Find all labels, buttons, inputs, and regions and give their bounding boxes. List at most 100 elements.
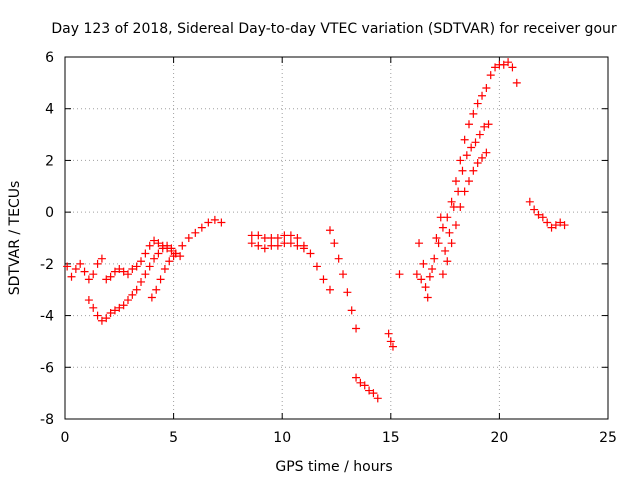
series-arc12 <box>525 197 569 232</box>
data-point <box>204 218 213 227</box>
data-point <box>119 301 128 310</box>
x-axis-label: GPS time / hours <box>275 459 392 475</box>
x-tick-label: 10 <box>273 430 291 446</box>
data-point <box>260 244 269 253</box>
data-point <box>415 239 424 248</box>
series-arc10 <box>415 120 493 302</box>
data-point <box>137 277 146 286</box>
data-point <box>469 109 478 118</box>
data-point <box>63 262 72 271</box>
series-arc8 <box>384 270 404 351</box>
data-point <box>395 270 404 279</box>
data-point <box>84 296 93 305</box>
data-point <box>352 324 361 333</box>
data-point <box>84 275 93 284</box>
data-point <box>419 259 428 268</box>
data-point <box>93 259 102 268</box>
data-point <box>110 306 119 315</box>
data-point <box>167 244 176 253</box>
data-point <box>412 270 421 279</box>
data-point <box>486 71 495 80</box>
data-point <box>356 378 365 387</box>
data-point <box>388 342 397 351</box>
series-arc1 <box>63 215 226 284</box>
data-point <box>438 223 447 232</box>
data-point <box>373 394 382 403</box>
data-point <box>97 316 106 325</box>
series-arc6 <box>325 226 361 333</box>
data-point <box>163 241 172 250</box>
data-point <box>343 288 352 297</box>
series-arc11 <box>438 148 491 279</box>
data-point <box>478 91 487 100</box>
data-point <box>128 290 137 299</box>
data-point <box>365 386 374 395</box>
data-point <box>160 265 169 274</box>
data-point <box>299 244 308 253</box>
data-point <box>128 265 137 274</box>
y-tick-label: 4 <box>45 102 54 118</box>
data-point <box>480 122 489 131</box>
data-point <box>471 138 480 147</box>
series-arc3 <box>147 252 178 302</box>
data-point <box>360 381 369 390</box>
data-point <box>423 293 432 302</box>
data-point <box>293 234 302 242</box>
data-point <box>451 177 460 186</box>
data-point <box>428 265 437 274</box>
chart-title: Day 123 of 2018, Sidereal Day-to-day VTE… <box>51 21 617 37</box>
series-arc7 <box>352 373 382 403</box>
data-point <box>384 329 393 338</box>
data-point <box>512 78 521 87</box>
data-point <box>123 296 132 305</box>
data-point <box>525 197 534 206</box>
data-point <box>169 252 178 261</box>
y-tick-label: -6 <box>40 360 54 376</box>
data-point <box>141 249 150 258</box>
data-point <box>76 259 85 268</box>
series-arc4 <box>247 231 334 294</box>
data-point <box>445 228 454 237</box>
data-point <box>184 234 193 242</box>
data-point <box>154 249 163 258</box>
data-point <box>458 166 467 175</box>
data-point <box>484 120 493 129</box>
data-point <box>464 177 473 186</box>
data-point <box>210 215 219 224</box>
data-point <box>319 275 328 284</box>
data-point <box>460 187 469 196</box>
data-point <box>467 143 476 152</box>
series-arc9 <box>412 58 521 292</box>
data-point <box>339 270 348 279</box>
y-tick-label: 2 <box>45 153 54 169</box>
data-point <box>132 285 141 294</box>
data-point <box>434 239 443 248</box>
x-tick-label: 15 <box>382 430 400 446</box>
data-point <box>132 262 141 271</box>
data-point <box>478 153 487 162</box>
data-point <box>447 239 456 248</box>
data-point <box>438 270 447 279</box>
data-point <box>530 205 539 214</box>
x-tick-label: 5 <box>169 430 178 446</box>
data-point <box>441 246 450 255</box>
data-point <box>150 254 159 263</box>
data-point <box>534 210 543 219</box>
axis-ticks: 0 5 10 15 20 25 -8 -6 -4 -2 0 2 4 6 <box>40 50 617 446</box>
data-point <box>286 239 295 248</box>
data-point <box>156 275 165 284</box>
data-point <box>473 99 482 108</box>
y-axis-label: SDTVAR / TECUs <box>7 181 23 296</box>
data-point <box>306 249 315 258</box>
data-point <box>97 254 106 263</box>
data-point <box>67 272 76 281</box>
data-point <box>543 218 552 227</box>
data-point <box>462 151 471 160</box>
data-point <box>154 239 163 248</box>
data-point <box>191 228 200 237</box>
x-tick-label: 20 <box>490 430 508 446</box>
data-point <box>217 218 226 227</box>
y-tick-label: -8 <box>40 412 54 428</box>
data-point <box>508 63 517 72</box>
